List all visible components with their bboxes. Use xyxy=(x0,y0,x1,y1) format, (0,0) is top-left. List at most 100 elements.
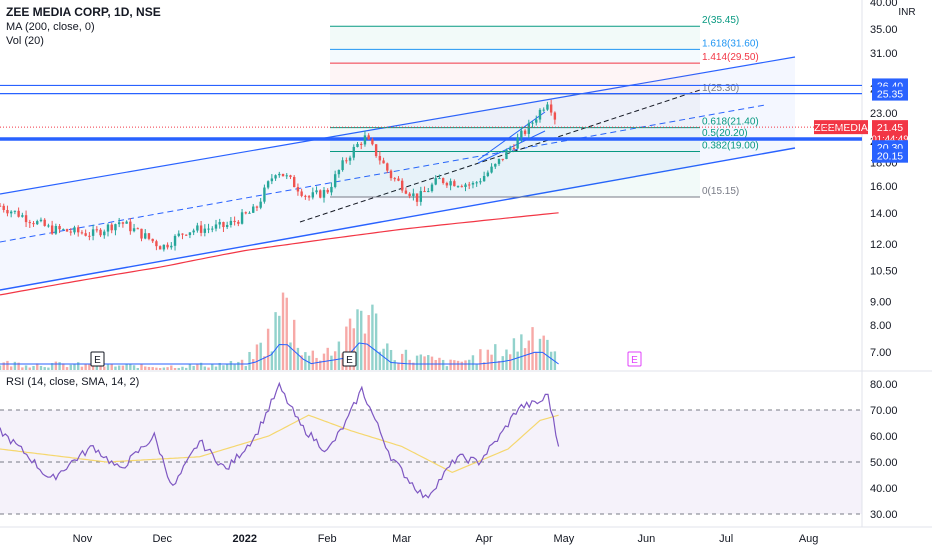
volume-bar xyxy=(289,342,292,370)
price-tag-box xyxy=(814,120,868,135)
wedge-line-high xyxy=(477,111,546,161)
volume-bar xyxy=(527,340,531,370)
channel-fill xyxy=(0,57,795,290)
volume-bar xyxy=(9,366,13,370)
candle-body xyxy=(404,190,408,194)
price-tick-label: 14.00 xyxy=(870,208,898,220)
volume-bar xyxy=(285,297,288,370)
volume-bar xyxy=(17,362,20,370)
price-tick-label: 35.00 xyxy=(870,24,898,36)
volume-bar xyxy=(244,366,247,370)
volume-bar xyxy=(415,355,419,370)
volume-bar xyxy=(117,365,121,370)
volume-bar xyxy=(50,363,54,370)
fib-level-label: 1.414(29.50) xyxy=(702,52,759,63)
volume-bar xyxy=(13,361,17,370)
time-tick-label: Aug xyxy=(799,533,819,545)
candle-body xyxy=(240,212,244,224)
candle-body xyxy=(423,191,426,193)
volume-bar xyxy=(39,365,43,370)
candle-body xyxy=(345,160,348,162)
candle-body xyxy=(140,228,143,239)
volume-bar xyxy=(54,361,58,370)
candle-body xyxy=(505,150,508,160)
candle-body xyxy=(36,221,39,225)
candle-body xyxy=(319,190,322,198)
volume-bar xyxy=(103,366,106,370)
candle-body xyxy=(24,215,28,223)
rsi-tick-label: 60.00 xyxy=(870,431,898,443)
volume-bar xyxy=(382,348,385,370)
volume-bar xyxy=(129,364,132,370)
candle-body xyxy=(520,130,523,138)
candle-body xyxy=(430,184,434,192)
candle-body xyxy=(464,184,467,187)
candle-body xyxy=(333,174,337,187)
time-tick-label: Jun xyxy=(638,533,656,545)
volume-bar xyxy=(512,338,516,370)
candle-body xyxy=(382,160,385,164)
candle-body xyxy=(441,178,445,183)
fib-level-label: 2(35.45) xyxy=(702,15,739,26)
volume-bar xyxy=(32,366,35,370)
volume-bar xyxy=(177,367,180,370)
rsi-tick-label: 40.00 xyxy=(870,483,898,495)
candle-body xyxy=(222,222,225,228)
volume-bar xyxy=(389,349,393,370)
candle-body xyxy=(300,191,303,196)
candle-body xyxy=(363,135,367,145)
candle-body xyxy=(419,191,423,202)
volume-bar xyxy=(65,367,69,370)
price-tick-label: 8.00 xyxy=(870,320,891,332)
volume-bar xyxy=(412,362,415,370)
volume-bar xyxy=(252,359,255,370)
candle-body xyxy=(80,232,84,234)
candle-body xyxy=(207,228,210,230)
candle-body xyxy=(69,231,72,233)
time-tick-label: Apr xyxy=(476,533,493,545)
price-tag-box xyxy=(872,86,908,101)
candle-body xyxy=(371,139,374,145)
price-tick-label: 40.00 xyxy=(870,0,898,9)
candle-body xyxy=(352,146,355,158)
volume-bar xyxy=(445,366,449,370)
channel-lower-line xyxy=(0,147,796,291)
candle-body xyxy=(151,238,154,242)
volume-bar xyxy=(494,344,497,370)
volume-bar xyxy=(386,343,389,370)
volume-bar xyxy=(147,366,151,370)
rsi-tick-label: 80.00 xyxy=(870,379,898,391)
currency-label: INR xyxy=(898,7,915,18)
candle-body xyxy=(237,221,240,224)
candle-body xyxy=(47,225,50,227)
volume-bar xyxy=(73,364,76,370)
candle-body xyxy=(177,233,180,236)
volume-bar xyxy=(121,365,125,370)
volume-bar xyxy=(240,359,244,370)
candle-body xyxy=(65,229,69,232)
candle-body xyxy=(292,177,296,188)
candle-body xyxy=(211,228,214,230)
candle-body xyxy=(486,172,490,177)
volume-bar xyxy=(497,360,501,370)
volume-bar xyxy=(266,328,270,370)
volume-bar xyxy=(62,363,65,370)
candle-body xyxy=(58,226,61,230)
candle-body xyxy=(378,156,382,161)
volume-bar xyxy=(549,351,553,370)
volume-bar xyxy=(345,326,348,370)
volume-bar xyxy=(158,368,162,370)
candle-body xyxy=(88,235,91,237)
candle-body xyxy=(6,209,9,214)
volume-bar xyxy=(192,365,195,370)
volume-bar xyxy=(471,355,475,370)
volume-bar xyxy=(248,351,251,370)
rsi-ma-line xyxy=(0,414,559,474)
volume-bar xyxy=(371,304,374,370)
candle-body xyxy=(17,210,20,217)
volume-bar xyxy=(315,357,318,370)
candle-body xyxy=(110,224,113,231)
fib-zone xyxy=(330,139,700,152)
